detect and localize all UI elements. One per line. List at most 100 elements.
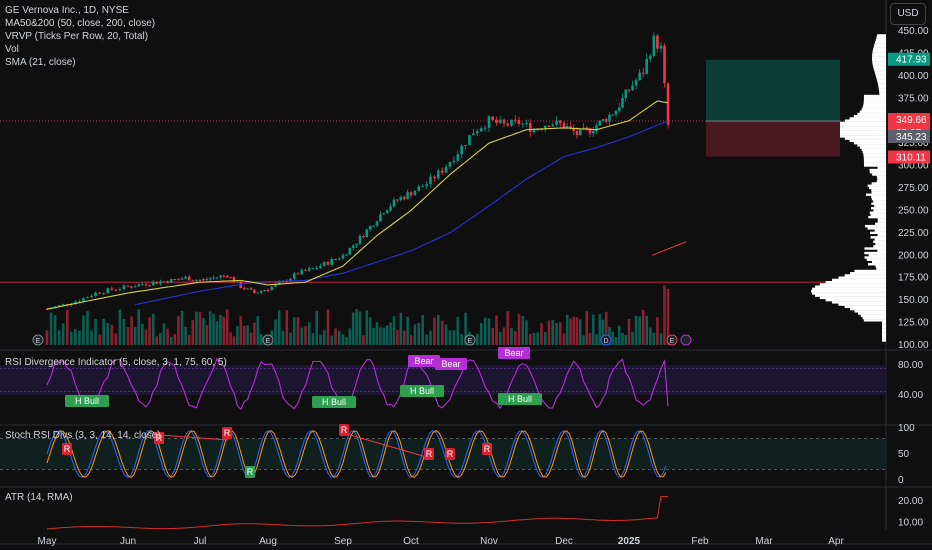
volume-bar — [563, 334, 566, 345]
volume-profile-row — [879, 90, 886, 92]
volume-bar — [638, 317, 641, 345]
g-label: R — [247, 467, 254, 477]
indicator-vol[interactable]: Vol — [5, 43, 155, 56]
volume-profile-row — [875, 229, 886, 231]
price-axis[interactable]: 450.00425.00400.00375.00350.00325.00300.… — [898, 26, 929, 351]
volume-bar — [418, 323, 421, 345]
long-position-tool[interactable] — [706, 60, 840, 157]
volume-bar — [406, 317, 409, 345]
event-marker-label: E — [670, 338, 675, 345]
volume-bar — [369, 317, 372, 345]
volume-bar — [330, 336, 333, 345]
volume-bar — [199, 312, 202, 345]
rsi-panel-title[interactable]: RSI Divergence Indicator (5, close, 3, 1… — [5, 356, 227, 369]
candle-body — [400, 197, 403, 200]
candle-body — [195, 280, 198, 281]
time-tick: Feb — [691, 536, 709, 547]
volume-profile-row — [839, 303, 886, 305]
volume-bar — [202, 318, 205, 345]
candle-body — [605, 119, 608, 122]
price-tick: 275.00 — [898, 183, 929, 194]
volume-bar — [62, 323, 65, 345]
volume-profile-row — [869, 169, 886, 171]
volume-profile-row — [864, 102, 886, 104]
volume-profile-row — [826, 281, 886, 283]
volume-bar — [78, 330, 81, 345]
candle-body — [491, 116, 494, 119]
volume-bar — [152, 314, 155, 345]
indicator-sma[interactable]: SMA (21, close) — [5, 56, 155, 69]
volume-bar — [50, 312, 53, 345]
volume-profile-row — [877, 180, 886, 182]
currency-button[interactable]: USD — [890, 3, 926, 25]
volume-profile-row — [872, 173, 886, 175]
volume-bar — [421, 315, 424, 345]
volume-bar — [449, 330, 452, 345]
volume-profile-row — [836, 124, 886, 126]
volume-profile-row — [869, 187, 886, 189]
volume-bar — [293, 317, 296, 345]
volume-profile-row — [864, 97, 886, 99]
candle-body — [123, 285, 126, 289]
candle-body — [352, 246, 355, 248]
candle-body — [163, 281, 166, 282]
volume-bar — [94, 319, 97, 345]
candle-body — [82, 298, 85, 301]
candle-body — [635, 80, 638, 85]
volume-profile-row — [874, 45, 886, 47]
volume-bar — [544, 332, 547, 345]
candle-body — [229, 277, 232, 278]
volume-bar — [338, 331, 341, 345]
volume-profile-row — [871, 189, 886, 191]
volume-bar — [82, 315, 85, 345]
indicator-ma[interactable]: MA50&200 (50, close, 200, close) — [5, 17, 155, 30]
symbol-title[interactable]: GE Vernova Inc., 1D, NYSE — [5, 4, 155, 17]
volume-profile-row — [860, 146, 886, 148]
candle-body — [159, 282, 162, 284]
volume-profile-row — [867, 227, 886, 229]
volume-bar — [585, 311, 588, 345]
candle-body — [177, 279, 180, 280]
volume-bar — [566, 315, 569, 345]
volume-bar — [308, 322, 311, 345]
candle-body — [663, 46, 666, 84]
candle-body — [141, 284, 144, 285]
volume-bar — [592, 315, 595, 345]
volume-bar — [393, 316, 396, 345]
atr-panel-title[interactable]: ATR (14, RMA) — [5, 491, 73, 504]
volume-bar — [123, 319, 126, 345]
candle-body — [468, 135, 471, 145]
volume-bar — [327, 310, 330, 345]
candle-body — [127, 285, 130, 286]
volume-bar — [533, 333, 536, 345]
candle-body — [184, 277, 187, 279]
volume-bar — [396, 330, 399, 345]
volume-bar — [582, 335, 585, 345]
candle-body — [621, 98, 624, 107]
volume-bar — [576, 317, 579, 345]
candle-body — [362, 236, 365, 237]
indicator-vrvp[interactable]: VRVP (Ticks Per Row, 20, Total) — [5, 30, 155, 43]
candle-body — [90, 296, 93, 297]
volume-bar — [540, 323, 543, 345]
volume-bar — [159, 333, 162, 345]
volume-bar — [345, 337, 348, 345]
volume-profile-row — [870, 236, 886, 238]
volume-profile-row — [875, 223, 886, 225]
time-tick: Oct — [403, 536, 419, 547]
volume-bar — [628, 319, 631, 345]
candle-body — [425, 184, 428, 186]
candle-body — [533, 130, 536, 132]
volume-profile-row — [871, 202, 886, 204]
volume-profile-row — [812, 292, 886, 294]
stoch-panel-title[interactable]: Stoch RSI Divs (3, 3, 14, 14, close) — [5, 429, 161, 442]
volume-bar — [663, 285, 666, 345]
volume-bar — [138, 309, 141, 345]
candle-body — [656, 36, 659, 49]
volume-bar — [536, 332, 539, 345]
candle-body — [369, 226, 372, 230]
volume-bar — [170, 337, 173, 345]
volume-profile-row — [869, 254, 886, 256]
volume-profile-row — [854, 310, 886, 312]
